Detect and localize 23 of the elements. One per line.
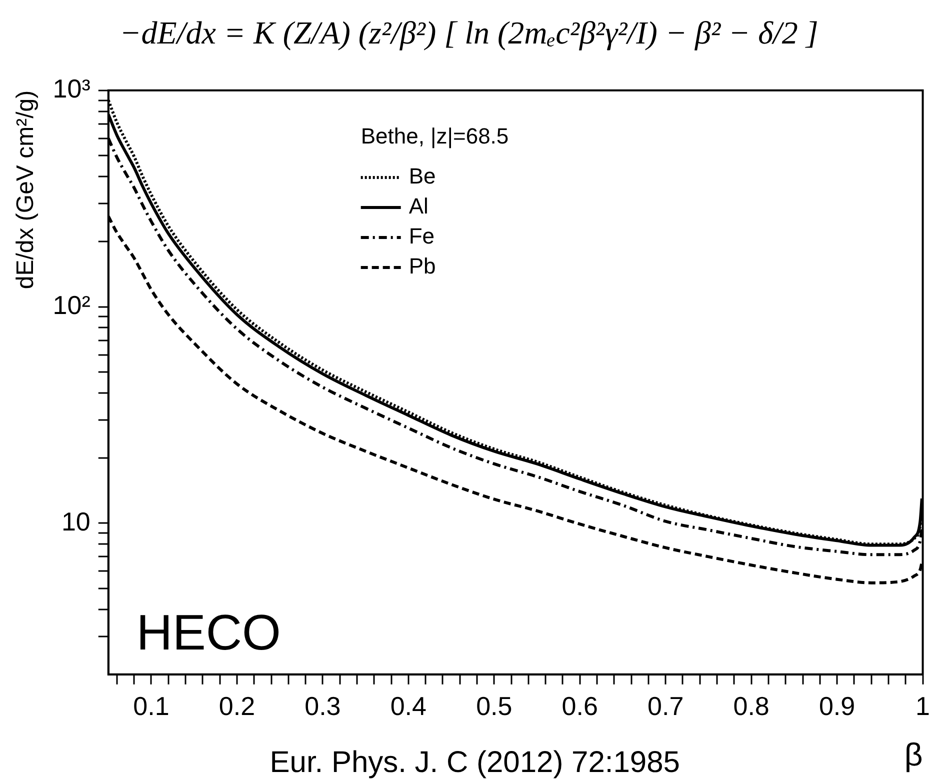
y-tick-label: 10³ [52,74,91,104]
chart-title: −dE/dx = K (Z/A) (z²/β²) [ ln (2mₑc²β²γ²/I) − β² − δ/2 ] [120,14,818,51]
x-tick-label: 0.9 [818,691,856,722]
x-tick-label: 0.5 [476,691,512,722]
legend-label: Fe [408,224,435,249]
x-tick-label: 0.6 [562,691,598,722]
annotation: HECO [136,604,281,660]
legend-label: Al [408,194,428,219]
legend-label: Pb [408,254,436,279]
x-tick-label: 0.1 [133,691,170,722]
x-tick-label: 0.8 [733,691,770,722]
y-tick-label: 10² [52,290,91,320]
x-tick-label: 0.4 [390,691,426,722]
y-tick-label: 10 [61,506,90,536]
x-tick-label: 0.3 [304,691,341,722]
x-axis-title: β [904,736,923,773]
y-axis-title: dE/dx (GeV cm²/g) [12,90,40,290]
text: Eur. Phys. J. C (2012) 72:1985 [270,746,680,779]
legend-title: Bethe, |z|=68.5 [360,124,509,149]
legend-label: Be [408,164,436,189]
x-tick-label: 0.2 [218,691,256,722]
x-tick-label: 0.7 [648,691,684,722]
x-tick-label: 1 [916,691,930,722]
